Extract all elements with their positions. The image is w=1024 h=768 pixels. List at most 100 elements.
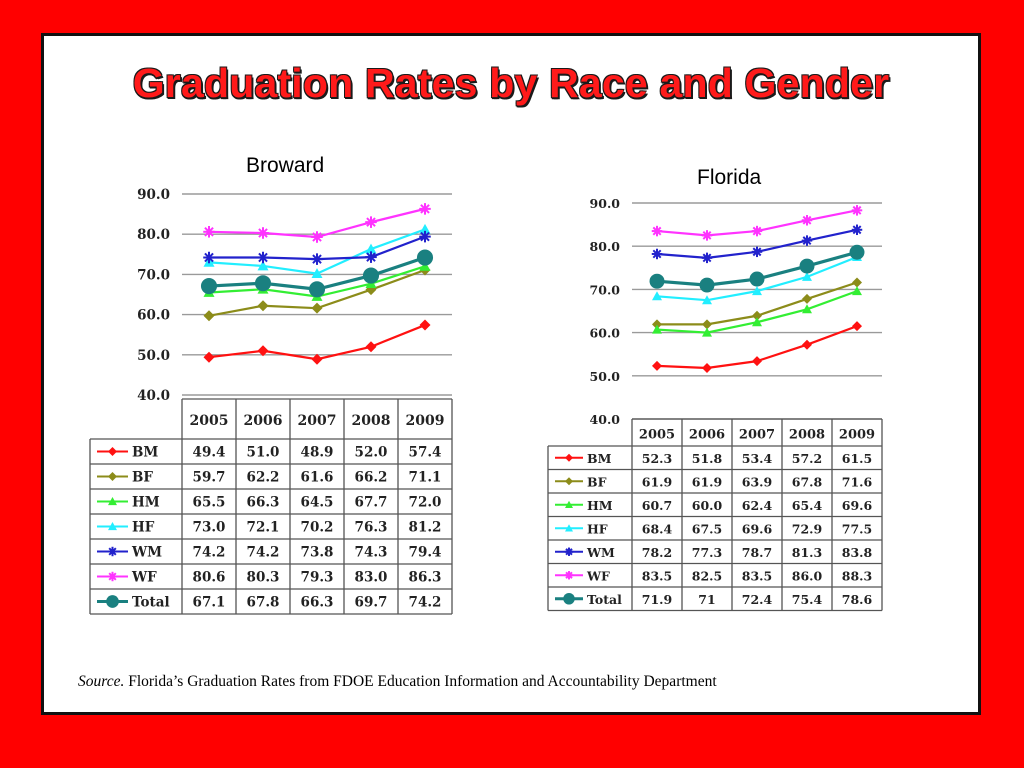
florida-legend-name: HF bbox=[587, 521, 608, 536]
broward-total-point bbox=[362, 267, 380, 284]
florida-table-cell: 82.5 bbox=[692, 568, 722, 583]
broward-y-tick-label: 40.0 bbox=[137, 388, 170, 404]
broward-series-bm bbox=[203, 319, 431, 365]
broward-hf-point bbox=[257, 260, 269, 271]
broward-bm-point bbox=[365, 341, 377, 353]
florida-hf-point bbox=[802, 271, 812, 281]
florida-table-cell: 78.7 bbox=[742, 545, 772, 560]
broward-table-cell: 73.8 bbox=[301, 545, 334, 561]
source-text: Florida’s Graduation Rates from FDOE Edu… bbox=[124, 673, 717, 690]
florida-table-cell: 77.3 bbox=[692, 545, 722, 560]
florida-table-cell: 62.4 bbox=[742, 498, 773, 513]
florida-table-cell: 53.4 bbox=[742, 451, 773, 466]
florida-bm-point bbox=[652, 360, 662, 371]
florida-bf-point bbox=[752, 310, 762, 321]
florida-table-cell: 61.9 bbox=[642, 474, 672, 489]
florida-bm-point bbox=[702, 363, 712, 374]
broward-bm-point bbox=[257, 345, 269, 357]
slide: Graduation Rates by Race and Gender Brow… bbox=[41, 33, 981, 715]
florida-wf-point bbox=[651, 225, 663, 237]
florida-table-cell: 71.9 bbox=[642, 592, 672, 607]
broward-series bbox=[200, 203, 434, 365]
florida-table-cell: 57.2 bbox=[792, 451, 822, 466]
florida-bm-point bbox=[802, 339, 812, 350]
florida-series bbox=[649, 205, 865, 374]
broward-table-cell: 62.2 bbox=[247, 470, 280, 486]
florida-table-cell: 81.3 bbox=[792, 545, 822, 560]
florida-legend-marker bbox=[564, 547, 574, 556]
florida-wm-point bbox=[701, 252, 713, 264]
florida-series-total bbox=[649, 244, 865, 293]
source-prefix: Source. bbox=[78, 673, 125, 690]
broward-y-tick-label: 60.0 bbox=[137, 308, 170, 324]
florida-year-label: 2009 bbox=[839, 428, 875, 443]
broward-table-cell: 79.4 bbox=[409, 545, 442, 561]
florida-table-cell: 86.0 bbox=[792, 568, 823, 583]
florida-hm-point bbox=[702, 327, 712, 337]
florida-hf-point bbox=[752, 286, 762, 296]
broward-table-cell: 67.1 bbox=[193, 595, 226, 611]
broward-graduation-chart: 90.0 80.0 70.0 60.0 50.0 40.0 2005 2006 2007 2008… bbox=[89, 187, 453, 615]
florida-hm-point bbox=[752, 317, 762, 327]
broward-legend-marker bbox=[108, 522, 117, 531]
broward-wf-point bbox=[257, 227, 269, 239]
broward-table-cell: 69.7 bbox=[355, 595, 388, 611]
broward-y-tick-label: 50.0 bbox=[137, 348, 170, 364]
florida-table-cell: 83.8 bbox=[842, 545, 873, 560]
broward-table-cell: 66.3 bbox=[301, 595, 334, 611]
florida-hm-point bbox=[852, 286, 862, 296]
florida-series-hm bbox=[652, 286, 862, 337]
broward-wf-point bbox=[203, 226, 215, 238]
broward-legend-marker bbox=[108, 472, 117, 481]
broward-table-cell: 72.0 bbox=[409, 495, 442, 511]
broward-table-cell: 65.5 bbox=[193, 495, 226, 511]
florida-wf-point bbox=[751, 225, 763, 237]
broward-bf-point bbox=[311, 302, 323, 314]
broward-legend-marker bbox=[107, 571, 118, 582]
florida-year-label: 2008 bbox=[789, 428, 825, 443]
florida-table-cell: 88.3 bbox=[842, 568, 872, 583]
florida-table-cell: 63.9 bbox=[742, 474, 772, 489]
broward-table-cell: 74.2 bbox=[193, 545, 226, 561]
broward-bm-point bbox=[311, 353, 323, 365]
broward-wf-point bbox=[365, 216, 377, 228]
florida-table-cell: 77.5 bbox=[842, 521, 872, 536]
florida-wm-point bbox=[651, 248, 663, 260]
florida-total-point bbox=[849, 244, 865, 260]
broward-wf-point bbox=[311, 231, 323, 243]
florida-hm-point bbox=[802, 304, 812, 314]
broward-year-label: 2006 bbox=[244, 413, 283, 429]
florida-table-cell: 71.6 bbox=[842, 474, 873, 489]
broward-table-cell: 57.4 bbox=[409, 445, 442, 461]
florida-bf-point bbox=[802, 293, 812, 304]
broward-table-cell: 80.3 bbox=[247, 570, 280, 586]
florida-table-cell: 72.4 bbox=[742, 592, 773, 607]
florida-total-point bbox=[799, 258, 815, 274]
florida-wf-point bbox=[801, 215, 813, 226]
broward-y-tick-label: 90.0 bbox=[137, 187, 170, 203]
broward-legend-name: WF bbox=[131, 570, 157, 586]
florida-legend-marker bbox=[563, 593, 575, 605]
broward-bf-point bbox=[257, 300, 269, 312]
florida-total-point bbox=[699, 277, 715, 293]
broward-bm-point bbox=[203, 351, 215, 363]
broward-table-cell: 52.0 bbox=[355, 445, 388, 461]
florida-table-cell: 67.8 bbox=[792, 474, 823, 489]
broward-wm-point bbox=[365, 251, 377, 263]
florida-table-cell: 51.8 bbox=[692, 451, 723, 466]
broward-table-cell: 67.7 bbox=[355, 495, 388, 511]
florida-bf-point bbox=[702, 319, 712, 330]
florida-y-tick-label: 80.0 bbox=[590, 239, 621, 254]
florida-table-cell: 83.5 bbox=[642, 568, 672, 583]
florida-legend-marker bbox=[565, 453, 573, 462]
broward-legend-name: WM bbox=[131, 545, 162, 561]
florida-year-label: 2006 bbox=[689, 428, 725, 443]
florida-table-cell: 65.4 bbox=[792, 498, 823, 513]
broward-chart-label: Broward bbox=[246, 154, 325, 177]
broward-table-cell: 59.7 bbox=[193, 470, 226, 486]
florida-legend-name: Total bbox=[587, 592, 622, 607]
broward-total-point bbox=[308, 281, 326, 298]
broward-legend-name: BM bbox=[132, 445, 158, 461]
broward-table-cell: 66.2 bbox=[355, 470, 388, 486]
florida-table-cell: 69.6 bbox=[742, 521, 773, 536]
